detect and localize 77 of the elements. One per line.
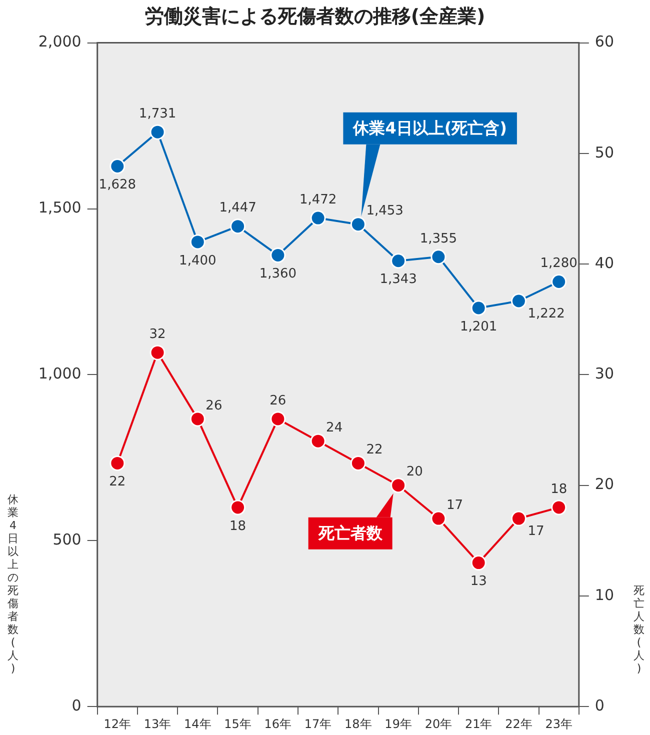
x-tick-label: 17年 [304,716,332,731]
point [270,411,286,427]
y2-tick-label: 30 [594,364,614,383]
data-label: 1,355 [420,231,458,246]
data-label: 17 [528,524,544,539]
data-label: 24 [326,420,343,436]
point [470,555,486,571]
text: 休業4日以上の死傷者数(人) [8,493,18,675]
point [110,158,126,174]
y-tick-label: 2,000 [38,32,82,51]
data-label: 18 [550,482,568,497]
data-label: 20 [406,464,423,480]
legend-label: 死亡者数 [317,523,384,542]
x-tick-label: 23年 [545,716,572,731]
point [230,218,246,234]
data-label: 1,447 [219,200,256,216]
y2-tick-label: 40 [594,254,614,272]
y-tick-label: 500 [52,530,82,549]
point [390,478,406,494]
point [110,455,126,471]
point [510,510,526,526]
data-label: 18 [230,518,246,534]
x-tick-label: 13年 [144,716,172,731]
data-label: 1,222 [528,306,565,322]
data-label: 1,280 [540,256,578,272]
x-tick-label: 15年 [224,716,252,731]
y-tick-label: 0 [72,696,82,714]
point [430,510,446,526]
point [190,411,206,427]
point [350,455,366,471]
y2-tick-label: 10 [594,586,614,604]
point [390,253,406,269]
point [230,500,246,516]
x-tick-label: 18年 [344,716,372,731]
x-tick-label: 20年 [424,716,452,731]
point [270,247,286,263]
data-label: 1,400 [179,253,216,268]
data-label: 1,731 [138,106,176,122]
data-label: 22 [366,442,383,458]
data-label: 1,628 [98,178,136,193]
point [510,293,526,309]
point [350,216,366,232]
y2-tick-label: 50 [594,143,614,162]
data-label: 1,343 [380,272,417,288]
chart-title: 労働災害による死傷者数の推移(全産業) [144,5,486,28]
point [310,210,326,226]
x-tick-label: 21年 [464,716,492,731]
point [551,500,567,516]
data-label: 32 [149,326,166,342]
point [150,124,166,140]
y2-tick-label: 0 [594,696,604,714]
x-tick-label: 12年 [104,716,132,731]
data-label: 26 [206,398,222,414]
y2-axis-title: 死亡人数(人) [632,584,646,675]
y-tick-label: 1,500 [38,198,82,217]
data-label: 17 [446,498,463,513]
data-label: 22 [109,474,126,490]
data-label: 1,201 [460,319,498,334]
x-tick-label: 16年 [264,716,292,731]
y2-tick-label: 20 [594,475,614,494]
x-tick-label: 14年 [184,716,212,731]
x-tick-label: 19年 [384,716,412,731]
point [310,433,326,449]
point [551,274,567,290]
y2-tick-label: 60 [594,32,614,51]
data-label: 1,360 [259,266,297,282]
data-label: 1,472 [299,192,337,208]
data-label: 13 [470,574,487,590]
x-tick-label: 22年 [505,716,532,731]
data-label: 1,453 [366,204,404,219]
point [470,300,486,316]
point [430,249,446,265]
data-label: 26 [270,393,286,408]
text: 休業4日以上(死亡含) [352,118,507,138]
point [150,344,166,360]
y-tick-label: 1,000 [38,364,82,383]
point [190,234,206,250]
